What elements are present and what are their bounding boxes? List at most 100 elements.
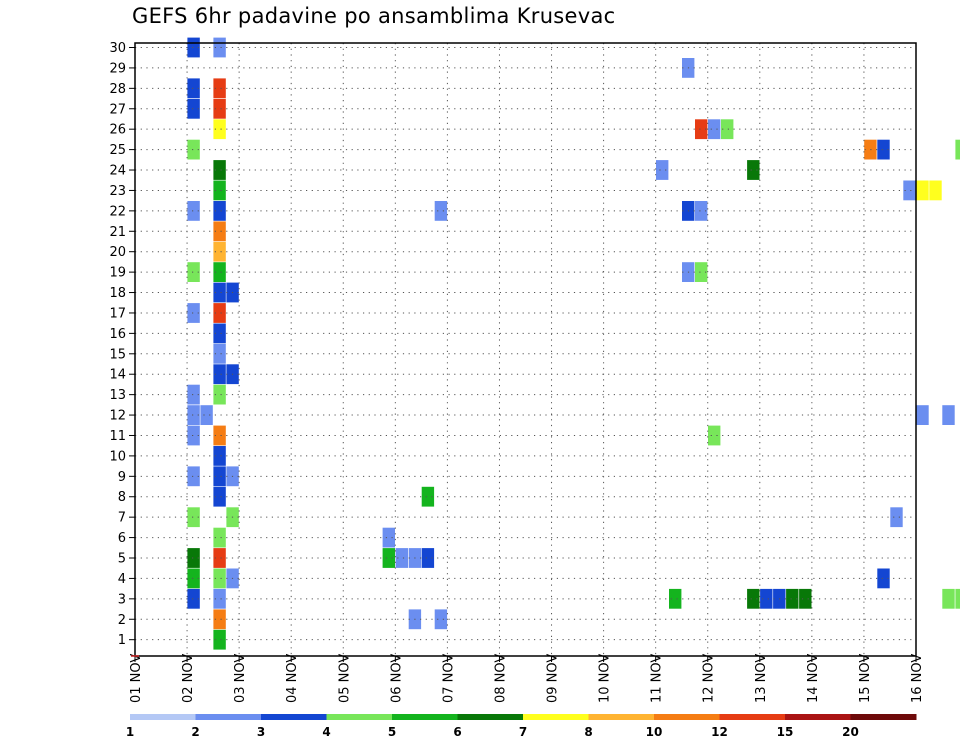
x-tick-label: 05 NOV [337,654,352,703]
precip-cell [799,588,812,609]
y-tick-label: 15 [109,347,126,362]
precip-cell [187,201,200,221]
y-tick-label: 16 [109,327,126,342]
precip-cell [213,282,226,303]
colorbar-swatch [392,714,458,720]
precip-cell [708,425,721,446]
precip-cell [213,323,226,344]
precip-cell [929,180,942,201]
precip-cell [213,160,226,180]
x-tick-label: 07 NOV [441,654,456,703]
y-tick-label: 30 [109,41,126,56]
colorbar-layer: 1 2 3 4 5 6 7 8 10 12 15 20 [126,714,917,739]
precip-cell [890,507,903,528]
precip-cell [213,629,226,650]
colorbar-label: 2 [191,725,199,739]
x-tick-label: 15 NOV [858,654,873,703]
colorbar-swatch [588,714,655,720]
colorbar-swatch [850,714,917,720]
precip-cell [187,405,200,425]
precip-cell [916,405,929,425]
y-tick-label: 13 [109,388,126,403]
chart-title: GEFS 6hr padavine po ansamblima Krusevac [132,4,616,28]
colorbar-swatch [654,714,720,720]
colorbar-label: 15 [777,725,794,739]
precip-cell [187,139,200,160]
precip-cell [213,527,226,548]
precip-cell [187,588,200,609]
colorbar-label: 6 [453,725,461,739]
y-tick-label: 6 [118,531,126,546]
x-tick-label: 01 NOV [129,654,144,703]
x-tick-label: 03 NOV [233,654,248,703]
colorbar-label: 8 [584,725,592,739]
y-tick-label: 17 [109,306,126,321]
precip-cell [213,588,226,609]
colorbar-swatch [326,714,393,720]
precip-cell [786,588,799,609]
y-tick-label: 22 [109,204,126,219]
y-tick-label: 18 [109,286,126,301]
x-tick-label: 02 NOV [181,654,196,703]
precip-cell [382,527,395,548]
precip-cell [916,180,929,201]
x-tick-label: 04 NOV [285,654,300,703]
precip-cell [187,425,200,446]
precip-cell [213,446,226,466]
precip-cell [187,303,200,323]
precip-cell [213,384,226,405]
precip-cell [187,507,200,528]
precip-cell [955,588,960,609]
y-tick-label: 12 [109,409,126,424]
colorbar-label: 4 [322,725,330,739]
precip-cell [213,201,226,221]
precip-cell [187,548,200,568]
precip-cell [656,160,669,180]
precip-cell [942,405,955,425]
precip-cell [213,568,226,589]
y-tick-label: 19 [109,266,126,281]
y-tick-label: 24 [109,164,126,179]
colorbar-swatch [195,714,262,720]
precip-cell [187,568,200,589]
x-tick-label: 08 NOV [493,654,508,703]
precip-cell [382,548,395,568]
y-tick-label: 20 [109,245,126,260]
precip-cell [213,98,226,119]
y-tick-label: 28 [109,82,126,97]
colorbar-label: 10 [646,725,663,739]
precip-cell [395,548,408,568]
precip-cell [213,425,226,446]
precip-cell [187,466,200,487]
plot-frame [134,42,917,657]
colorbar-label: 7 [519,725,527,739]
precip-cell [213,548,226,568]
grid-layer [135,43,916,656]
y-tick-label: 1 [118,633,126,648]
precip-cell [187,384,200,405]
colorbar-swatch [261,714,327,720]
precip-cell [695,119,708,140]
precip-cell [747,588,760,609]
precip-cell [721,119,734,140]
precip-cell [434,201,448,221]
cells-layer [187,37,960,650]
y-tick-label: 10 [109,449,126,464]
colorbar-label: 20 [842,725,859,739]
precip-cell [187,262,200,282]
x-tick-label: 14 NOV [806,654,821,703]
precip-cell [213,180,226,201]
colorbar-label: 5 [388,725,396,739]
precip-cell [903,180,916,201]
precip-cell [669,588,682,609]
x-tick-label: 16 NOV [910,654,925,703]
precip-cell [213,343,226,364]
precip-cell [421,548,435,568]
precip-cell [213,466,226,487]
colorbar-swatch [523,714,589,720]
y-tick-label: 7 [118,511,126,526]
x-tick-label: 09 NOV [546,654,561,703]
y-tick-label: 26 [109,123,126,138]
x-tick-label: 12 NOV [702,654,717,703]
x-tick-label: 10 NOV [598,654,613,703]
